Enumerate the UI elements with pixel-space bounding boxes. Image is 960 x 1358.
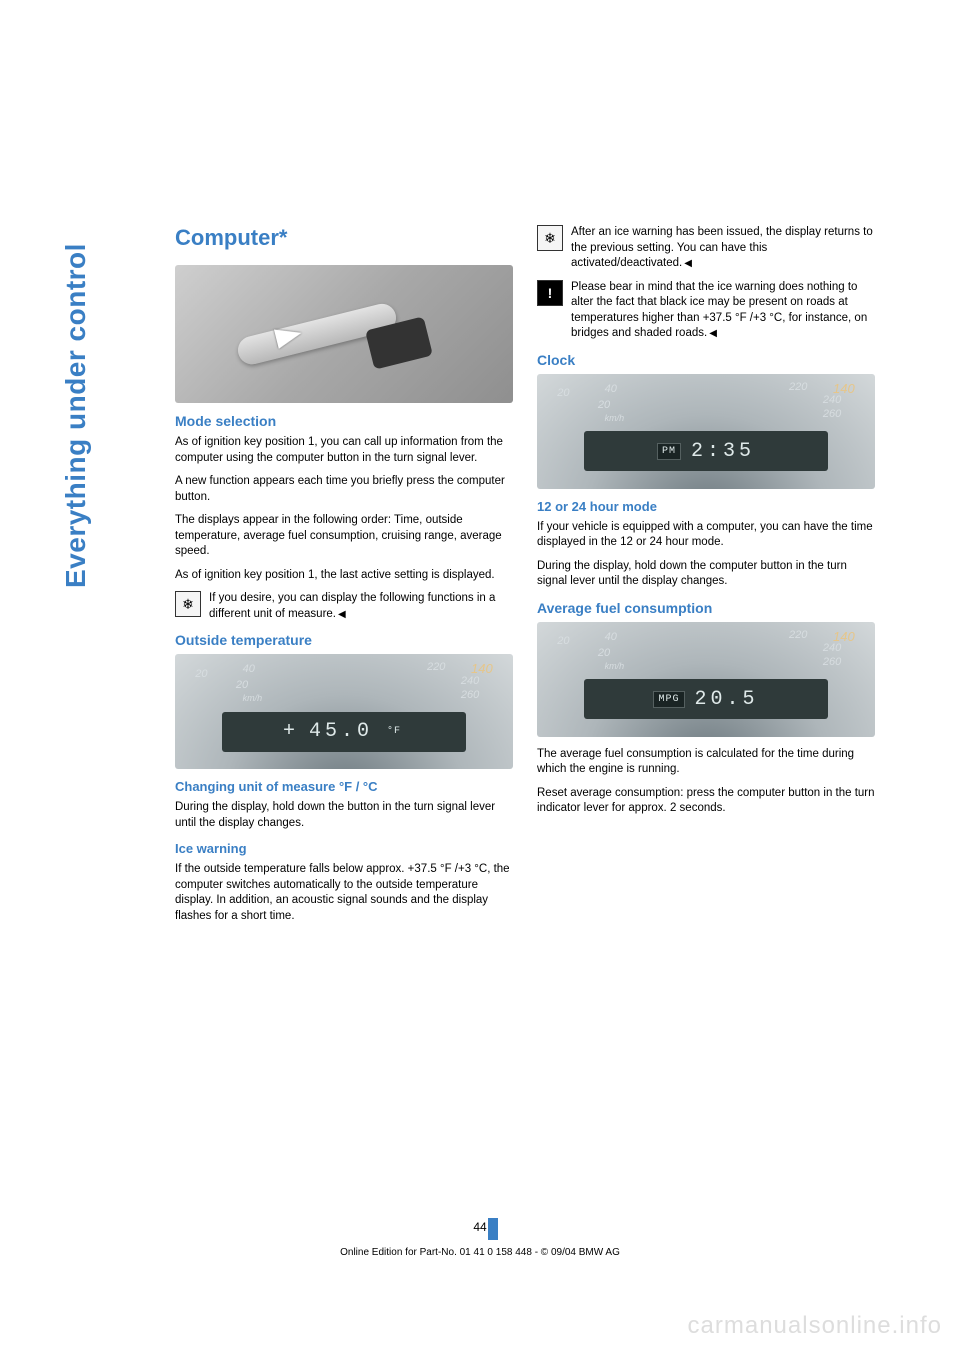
lcd-value: 2:35 <box>691 440 755 463</box>
lcd-display: PM 2:35 <box>584 431 827 471</box>
figure-outside-temp-gauge: 20 40 20 km/h 220 140 240 260 + 45.0 °F <box>175 654 513 769</box>
lcd-unit: MPG <box>653 691 684 708</box>
dial-label: 260 <box>823 408 841 420</box>
dial-label: 260 <box>461 689 479 701</box>
figure-turn-signal-lever <box>175 265 513 403</box>
dial-label: 40 <box>605 383 617 395</box>
dial-label: 140 <box>833 381 855 396</box>
arrow-icon <box>274 323 304 349</box>
note-text: After an ice warning has been issued, th… <box>571 225 875 272</box>
note-text: If you desire, you can display the follo… <box>209 591 513 622</box>
figure-clock-gauge: 20 40 20 km/h 220 140 240 260 PM 2:35 <box>537 374 875 489</box>
dial-label: 20 <box>598 399 610 411</box>
dial-label: 240 <box>823 642 841 654</box>
body-text: During the display, hold down the button… <box>175 800 513 831</box>
warning-block: ! Please bear in mind that the ice warni… <box>537 280 875 342</box>
dial-label: 240 <box>823 394 841 406</box>
body-text: If the outside temperature falls below a… <box>175 862 513 924</box>
snowflake-icon: ❄ <box>537 225 563 251</box>
note-block: ❄ If you desire, you can display the fol… <box>175 591 513 622</box>
body-text: As of ignition key position 1, you can c… <box>175 435 513 466</box>
heading-ice-warning: Ice warning <box>175 841 513 856</box>
dial-label: 40 <box>243 663 255 675</box>
body-text: If your vehicle is equipped with a compu… <box>537 520 875 551</box>
warning-text: Please bear in mind that the ice warning… <box>571 280 875 342</box>
body-text: During the display, hold down the comput… <box>537 559 875 590</box>
dial-label: km/h <box>243 693 263 703</box>
heading-avg-fuel: Average fuel consumption <box>537 600 875 616</box>
warning-icon: ! <box>537 280 563 306</box>
heading-changing-unit: Changing unit of measure °F / °C <box>175 779 513 794</box>
heading-mode-selection: Mode selection <box>175 413 513 429</box>
dial-label: 20 <box>557 387 569 399</box>
watermark: carmanualsonline.info <box>688 1312 942 1340</box>
heading-12-24-mode: 12 or 24 hour mode <box>537 499 875 514</box>
body-text: The average fuel consumption is calculat… <box>537 747 875 778</box>
dial-label: 20 <box>557 635 569 647</box>
right-column: ❄ After an ice warning has been issued, … <box>537 225 875 932</box>
lcd-value: 20.5 <box>695 688 759 711</box>
body-text: As of ignition key position 1, the last … <box>175 568 513 584</box>
dial-label: 240 <box>461 675 479 687</box>
figure-avg-fuel-gauge: 20 40 20 km/h 220 140 240 260 MPG 20.5 <box>537 622 875 737</box>
page-number-tab <box>488 1218 498 1240</box>
body-text: Reset average consumption: press the com… <box>537 786 875 817</box>
left-column: Computer* Mode selection As of ignition … <box>175 225 513 932</box>
dial-label: km/h <box>605 413 625 423</box>
dial-label: 20 <box>195 668 207 680</box>
body-text: The displays appear in the following ord… <box>175 513 513 560</box>
lcd-unit: PM <box>657 443 681 460</box>
note-block: ❄ After an ice warning has been issued, … <box>537 225 875 272</box>
lcd-prefix: + <box>283 720 299 743</box>
dial-label: 140 <box>833 629 855 644</box>
dial-label: km/h <box>605 661 625 671</box>
dial-label: 220 <box>789 629 807 641</box>
lcd-unit: °F <box>383 724 405 739</box>
heading-clock: Clock <box>537 352 875 368</box>
dial-label: 220 <box>427 661 445 673</box>
snowflake-icon: ❄ <box>175 591 201 617</box>
section-sidebar-label: Everything under control <box>60 243 92 588</box>
lcd-display: MPG 20.5 <box>584 679 827 719</box>
page-content: Computer* Mode selection As of ignition … <box>175 225 875 932</box>
body-text: A new function appears each time you bri… <box>175 474 513 505</box>
dial-label: 40 <box>605 631 617 643</box>
page-title: Computer* <box>175 225 513 251</box>
dial-label: 220 <box>789 381 807 393</box>
heading-outside-temperature: Outside temperature <box>175 632 513 648</box>
dial-label: 260 <box>823 656 841 668</box>
footer-edition-line: Online Edition for Part-No. 01 41 0 158 … <box>340 1247 620 1258</box>
lcd-display: + 45.0 °F <box>222 712 465 752</box>
dial-label: 20 <box>236 679 248 691</box>
dial-label: 20 <box>598 647 610 659</box>
lcd-value: 45.0 <box>309 720 373 743</box>
dial-label: 140 <box>471 661 493 676</box>
